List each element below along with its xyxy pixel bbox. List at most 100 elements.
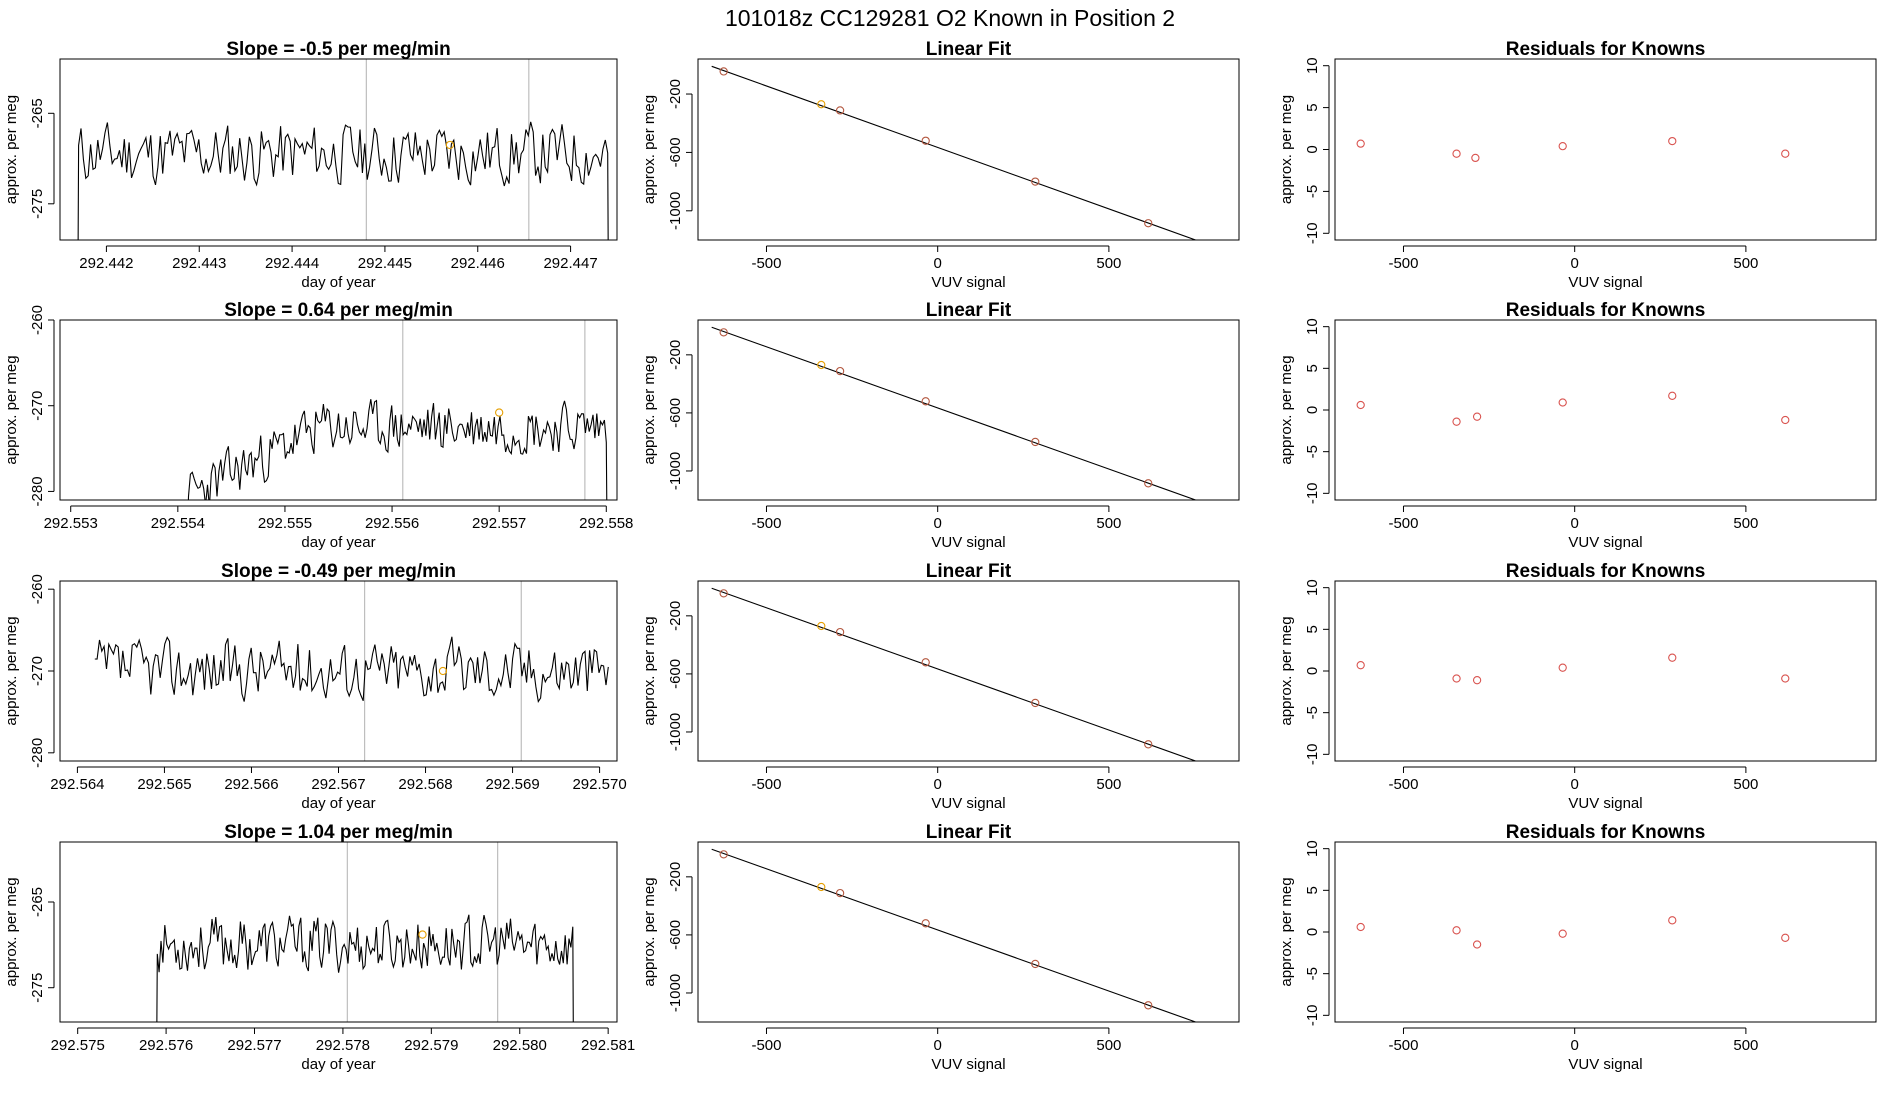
y-axis-label: approx. per meg — [3, 355, 20, 464]
data-point — [835, 106, 845, 115]
data-point — [1668, 136, 1677, 146]
figure-title: 101018z CC129281 O2 Known in Position 2 — [725, 5, 1175, 31]
data-point — [1356, 922, 1365, 932]
x-tick-label: 0 — [934, 1037, 942, 1054]
x-tick-label: 292.566 — [224, 776, 278, 793]
y-tick-label: -200 — [667, 340, 684, 370]
plot-frame — [59, 580, 618, 762]
y-axis-label: approx. per meg — [641, 616, 658, 725]
x-tick-label: 292.581 — [581, 1037, 635, 1054]
panel-title: Slope = 0.64 per meg/min — [224, 300, 453, 321]
y-tick-label: -260 — [29, 574, 46, 604]
highlight-point — [418, 930, 427, 939]
data-point — [1558, 929, 1567, 938]
data-point — [1668, 916, 1677, 925]
y-axis-label: approx. per meg — [641, 355, 658, 464]
panel-1-2: Residuals for Knowns -500 0 500 VUV signal -1… — [1278, 300, 1877, 551]
y-tick-label: 10 — [1304, 57, 1321, 74]
plot-area — [77, 121, 609, 240]
panel-1-1: Linear Fit -500 0 500 VUV signal -1000 -600 -20… — [641, 300, 1240, 551]
y-axis-label: approx. per meg — [1278, 616, 1295, 725]
y-tick-label: 10 — [1304, 318, 1321, 335]
x-tick-label: 292.579 — [404, 1037, 458, 1054]
plot-frame — [59, 841, 618, 1023]
plot-area — [1356, 916, 1790, 949]
panel-title: Residuals for Knowns — [1506, 300, 1706, 321]
y-tick-label: -280 — [29, 476, 46, 506]
fit-line — [711, 848, 1198, 1022]
y-tick-label: -10 — [1304, 1004, 1321, 1026]
y-tick-label: -280 — [29, 738, 46, 768]
y-axis-label: approx. per meg — [641, 95, 658, 204]
x-axis-label: VUV signal — [931, 534, 1005, 551]
x-tick-label: -500 — [1388, 255, 1418, 272]
data-point — [1144, 479, 1153, 488]
x-tick-label: 292.557 — [472, 515, 526, 532]
panel-0-2: Residuals for Knowns -500 0 500 VUV signal -1… — [1278, 39, 1877, 291]
x-tick-label: 292.443 — [172, 255, 226, 272]
panel-title: Linear Fit — [926, 822, 1012, 843]
y-tick-label: -270 — [29, 391, 46, 421]
x-tick-label: 292.556 — [365, 515, 419, 532]
series-line — [94, 636, 609, 703]
y-tick-label: -5 — [1304, 967, 1321, 980]
x-tick-label: 0 — [1571, 255, 1579, 272]
panel-title: Residuals for Knowns — [1506, 561, 1706, 582]
x-tick-label: 500 — [1733, 255, 1758, 272]
panel-1-0: Slope = 0.64 per meg/min 292.553 292.554 29… — [3, 300, 633, 551]
y-tick-label: -1000 — [667, 713, 684, 751]
data-point — [1668, 391, 1677, 400]
data-point — [1452, 149, 1461, 158]
x-tick-label: 500 — [1733, 1037, 1758, 1054]
y-tick-label: 0 — [1304, 928, 1321, 936]
y-tick-label: 10 — [1304, 579, 1321, 596]
y-tick-label: -600 — [667, 920, 684, 950]
y-axis-label: approx. per meg — [1278, 355, 1295, 464]
y-tick-label: -1000 — [667, 452, 684, 490]
panel-2-2: Residuals for Knowns -500 0 500 VUV signal -1… — [1278, 561, 1877, 812]
y-tick-label: -1000 — [667, 192, 684, 230]
data-point — [835, 366, 845, 376]
panel-3-0: Slope = 1.04 per meg/min 292.575 292.576 29… — [3, 822, 635, 1073]
y-tick-label: -600 — [667, 659, 684, 689]
data-point — [1781, 674, 1790, 683]
x-axis-label: VUV signal — [1568, 534, 1642, 551]
series-line — [187, 399, 608, 500]
y-tick-label: -260 — [29, 305, 46, 335]
data-point — [1031, 177, 1040, 186]
panel-2-0: Slope = -0.49 per meg/min 292.564 292.565 2… — [3, 561, 627, 812]
y-axis-label: approx. per meg — [641, 877, 658, 986]
x-tick-label: 292.447 — [543, 255, 597, 272]
x-axis-label: VUV signal — [931, 1056, 1005, 1073]
y-tick-label: -265 — [29, 98, 46, 128]
y-axis-label: approx. per meg — [3, 95, 20, 204]
x-tick-label: 292.564 — [50, 776, 104, 793]
data-point — [1031, 959, 1040, 969]
x-tick-label: 292.565 — [137, 776, 191, 793]
y-axis-label: approx. per meg — [3, 616, 20, 725]
panel-2-1: Linear Fit -500 0 500 VUV signal -1000 -600 -20… — [641, 561, 1240, 812]
plot-area — [711, 848, 1198, 1022]
x-tick-label: 500 — [1096, 255, 1121, 272]
x-tick-label: 292.444 — [265, 255, 319, 272]
y-axis-label: approx. per meg — [3, 877, 20, 986]
x-tick-label: 500 — [1733, 515, 1758, 532]
fit-line — [711, 587, 1198, 761]
plot-frame — [697, 319, 1240, 501]
x-tick-label: 292.576 — [139, 1037, 193, 1054]
x-tick-label: 0 — [1571, 515, 1579, 532]
data-point — [817, 882, 826, 892]
plot-area — [1356, 136, 1790, 163]
data-point — [1452, 926, 1461, 935]
plot-area — [94, 636, 609, 703]
panel-title: Linear Fit — [926, 39, 1012, 60]
y-tick-label: -265 — [29, 887, 46, 917]
x-tick-label: 292.553 — [44, 515, 98, 532]
panel-0-0: Slope = -0.5 per meg/min 292.442 292.443 29… — [3, 39, 618, 291]
data-point — [1558, 663, 1567, 672]
x-tick-label: 292.558 — [579, 515, 633, 532]
x-tick-label: -500 — [751, 776, 781, 793]
x-tick-label: 292.575 — [51, 1037, 105, 1054]
y-tick-label: 0 — [1304, 667, 1321, 675]
